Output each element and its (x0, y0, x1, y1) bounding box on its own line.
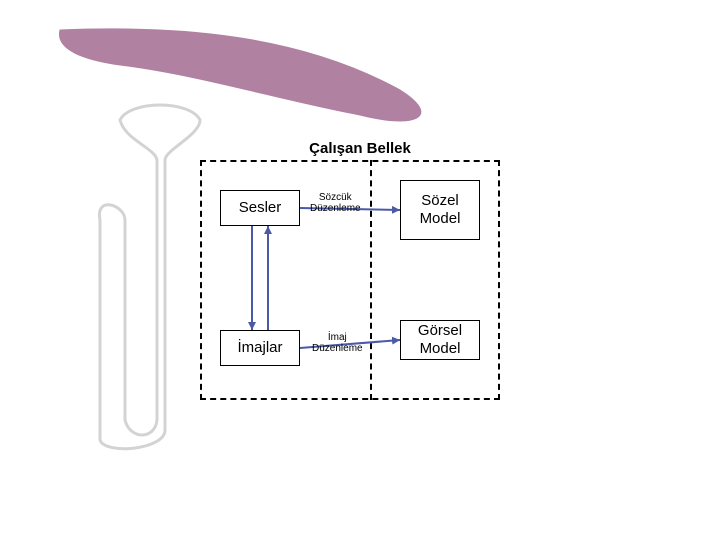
diagram-stage: Çalışan Bellek Sesler SözelModel İmajlar… (0, 0, 720, 540)
node-sozel-model: SözelModel (400, 180, 480, 240)
node-sesler: Sesler (220, 190, 300, 226)
edge-label-sozcuk-duzenleme: SözcükDüzenleme (310, 192, 361, 214)
edge-label-imaj-duzenleme: İmajDüzenleme (312, 332, 363, 354)
node-imajlar: İmajlar (220, 330, 300, 366)
frame-separator (370, 160, 372, 400)
node-gorsel-model: GörselModel (400, 320, 480, 360)
diagram-title: Çalışan Bellek (260, 140, 460, 157)
